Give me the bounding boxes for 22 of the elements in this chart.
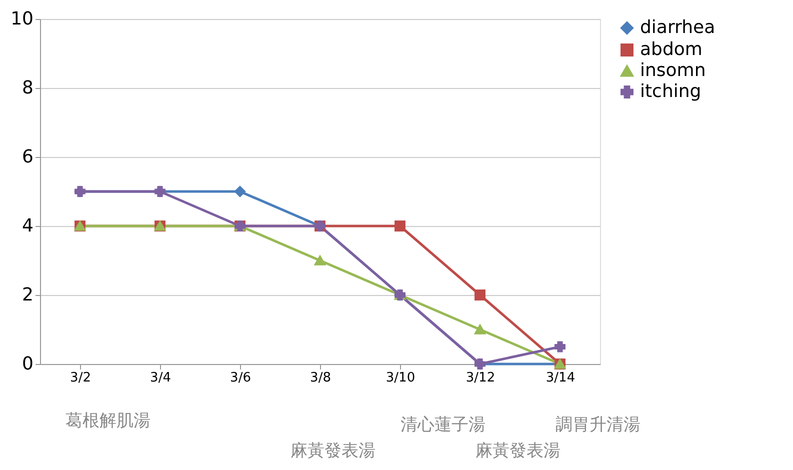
text: 麻黃發表湯 <box>476 441 560 461</box>
text: 清心蓮子湯 <box>400 415 486 435</box>
legend-label: insomn <box>640 60 706 81</box>
legend-label: abdom <box>640 39 702 60</box>
x-tick-label: 3/12 <box>466 370 496 386</box>
y-tick-label: 0 <box>22 354 34 374</box>
legend-label: diarrhea <box>640 17 716 38</box>
y-tick-label: 4 <box>22 216 34 236</box>
x-tick-label: 3/6 <box>230 370 251 386</box>
x-tick-label: 3/2 <box>70 370 91 386</box>
y-tick-label: 8 <box>22 78 34 98</box>
text: 葛根解肌湯 <box>66 411 150 431</box>
x-tick-label: 3/8 <box>310 370 331 386</box>
x-tick-label: 3/10 <box>386 370 416 386</box>
x-tick-label: 3/4 <box>150 370 171 386</box>
y-tick-label: 2 <box>22 284 34 306</box>
y-tick-label: 10 <box>10 8 34 30</box>
text: 調胃升清湯 <box>556 415 640 435</box>
legend-label: itching <box>640 81 702 102</box>
y-tick-label: 6 <box>22 146 34 168</box>
x-tick-label: 3/14 <box>546 370 576 386</box>
text: 麻黃發表湯 <box>290 441 376 461</box>
